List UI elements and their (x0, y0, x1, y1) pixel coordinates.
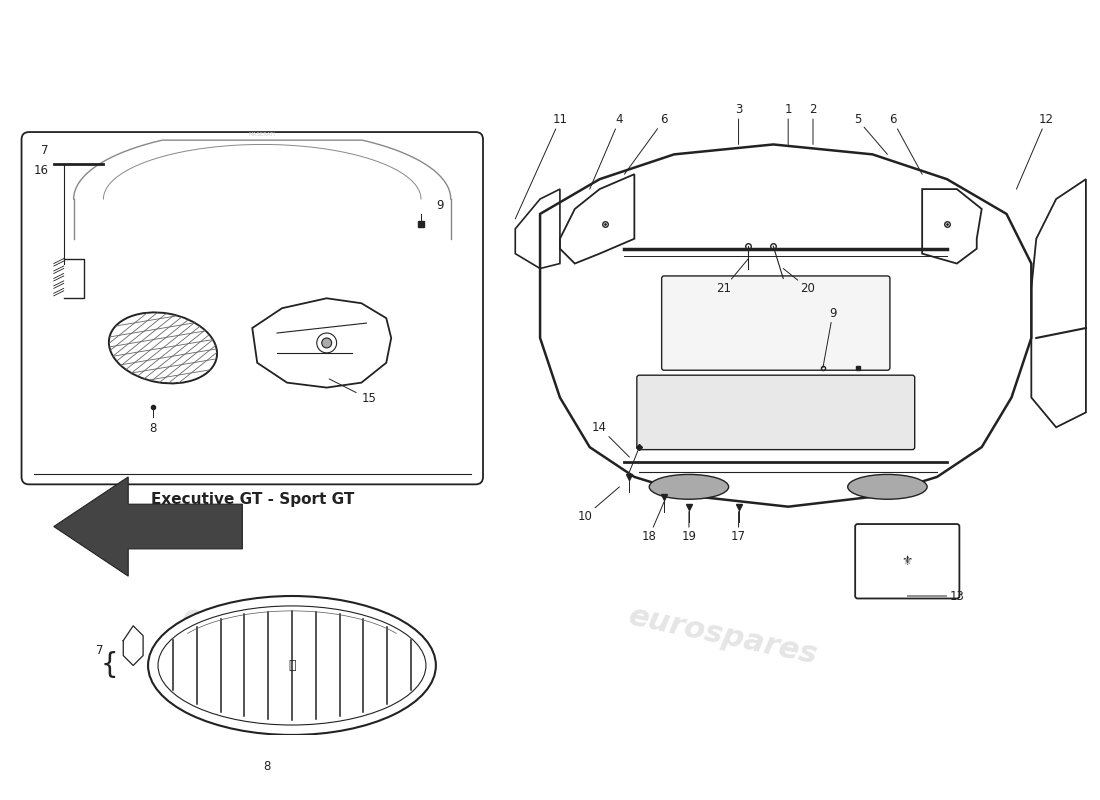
Text: 6: 6 (889, 113, 922, 174)
Ellipse shape (148, 596, 436, 735)
Text: MASERATI: MASERATI (249, 132, 276, 137)
Text: 10: 10 (578, 487, 619, 523)
Polygon shape (54, 477, 242, 576)
Text: 8: 8 (264, 760, 271, 773)
Text: 13: 13 (908, 590, 965, 602)
Text: eurospares: eurospares (626, 602, 821, 670)
Ellipse shape (109, 313, 217, 383)
Ellipse shape (158, 606, 426, 725)
FancyBboxPatch shape (637, 375, 915, 450)
Text: 19: 19 (681, 512, 696, 543)
Text: 17: 17 (732, 512, 746, 543)
Text: 3: 3 (735, 103, 743, 145)
Text: 15: 15 (329, 379, 376, 406)
Text: 12: 12 (1016, 113, 1054, 189)
Text: 18: 18 (641, 502, 664, 543)
Polygon shape (540, 145, 1032, 506)
Text: 2: 2 (810, 103, 816, 145)
Text: 𝕸: 𝕸 (288, 659, 296, 672)
Text: 5: 5 (854, 113, 888, 154)
Text: 1: 1 (784, 103, 792, 145)
Ellipse shape (321, 338, 332, 348)
Text: 20: 20 (783, 269, 815, 295)
FancyBboxPatch shape (22, 132, 483, 484)
Ellipse shape (848, 474, 927, 499)
Text: 14: 14 (592, 421, 629, 457)
Text: Executive GT - Sport GT: Executive GT - Sport GT (151, 492, 354, 506)
Text: 4: 4 (590, 113, 624, 189)
Text: ⚜: ⚜ (902, 554, 913, 568)
Text: eurospares: eurospares (179, 602, 374, 670)
Text: 9: 9 (823, 306, 837, 368)
Text: 7: 7 (96, 644, 103, 657)
Text: 7: 7 (42, 144, 48, 158)
Text: 16: 16 (34, 164, 48, 178)
Text: eurospares: eurospares (626, 354, 821, 422)
Text: 11: 11 (515, 113, 568, 219)
Text: 6: 6 (625, 113, 668, 174)
Text: 8: 8 (150, 422, 156, 435)
Ellipse shape (649, 474, 728, 499)
FancyBboxPatch shape (855, 524, 959, 598)
Text: eurospares: eurospares (179, 354, 374, 422)
Text: 21: 21 (716, 258, 748, 295)
Text: {: { (101, 651, 119, 679)
FancyBboxPatch shape (661, 276, 890, 370)
Text: 9: 9 (436, 199, 443, 212)
Ellipse shape (317, 333, 337, 353)
